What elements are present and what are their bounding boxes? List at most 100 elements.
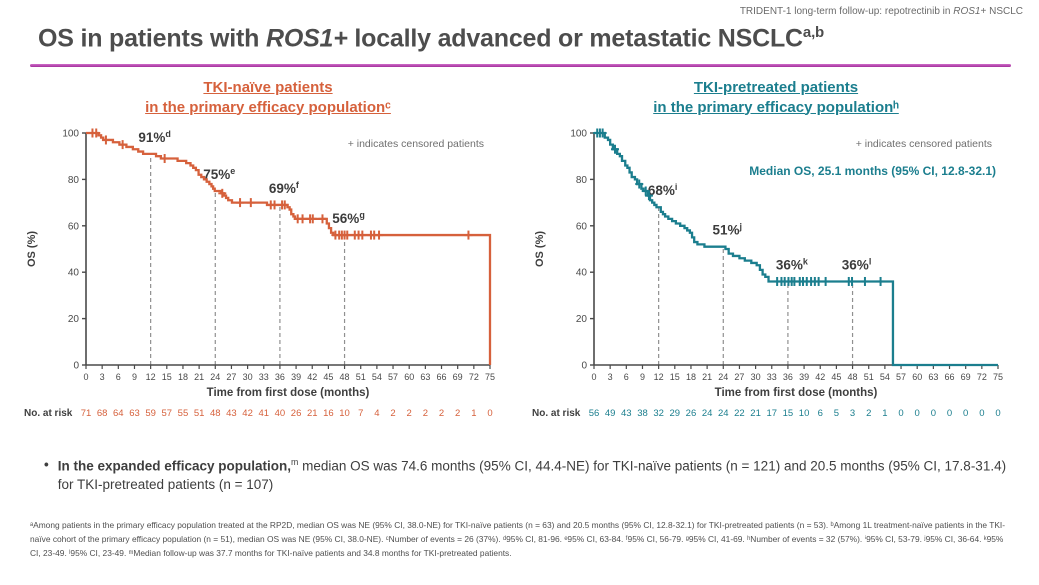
x-tick-label: 21 [702, 372, 712, 382]
x-tick-label: 60 [404, 372, 414, 382]
x-tick-label: 33 [259, 372, 269, 382]
footnotes: ᵃAmong patients in the primary efficacy … [30, 520, 1006, 559]
x-tick-label: 39 [291, 372, 301, 382]
x-tick-label: 9 [640, 372, 645, 382]
at-risk-value: 26 [291, 408, 302, 419]
running-header: TRIDENT-1 long-term follow-up: repotrect… [740, 6, 1023, 17]
km-curve [86, 131, 492, 365]
at-risk-value: 29 [670, 408, 681, 419]
at-risk-value: 0 [995, 408, 1000, 419]
x-tick-label: 9 [132, 372, 137, 382]
x-tick-label: 24 [210, 372, 220, 382]
title-prefix: OS in patients with [38, 24, 266, 53]
x-tick-label: 3 [100, 372, 105, 382]
at-risk-value: 2 [390, 408, 395, 419]
x-tick-label: 18 [686, 372, 696, 382]
summary-bullet: • In the expanded efficacy population,m … [44, 456, 1011, 495]
km-chart-tki-naive: 0 20 40 60 80 100 0 3 6 9 12 15 18 21 24 27 30 33 36 39 42 45… [22, 119, 514, 427]
landmark-label: 56%g [332, 210, 365, 226]
x-tick-label: 54 [880, 372, 890, 382]
at-risk-value: 1 [471, 408, 476, 419]
at-risk-value: 42 [242, 408, 253, 419]
at-risk-value: 43 [226, 408, 237, 419]
at-risk-value: 2 [455, 408, 460, 419]
bullet-marker: • [44, 457, 49, 472]
at-risk-value: 68 [97, 408, 108, 419]
at-risk-value: 4 [374, 408, 379, 419]
at-risk-value: 6 [818, 408, 823, 419]
bullet-footnote-marker: m [291, 457, 299, 467]
y-tick-label: 0 [581, 361, 587, 372]
x-tick-label: 39 [799, 372, 809, 382]
chart-title-line2: in the primary efficacy populationᶜ [145, 98, 391, 116]
x-tick-label: 54 [372, 372, 382, 382]
at-risk-value: 55 [178, 408, 189, 419]
charts-row: TKI-naïve patients in the primary effica… [22, 78, 1029, 427]
landmark-label: 69%f [269, 180, 300, 196]
x-tick-label: 36 [783, 372, 793, 382]
median-os-annotation: Median OS, 25.1 months (95% CI, 12.8-32.… [749, 164, 996, 178]
at-risk-value: 43 [621, 408, 632, 419]
at-risk-value: 2 [439, 408, 444, 419]
at-risk-value: 40 [275, 408, 286, 419]
at-risk-value: 1 [882, 408, 887, 419]
title-rest: locally advanced or metastatic NSCLC [347, 24, 803, 53]
at-risk-label: No. at risk [532, 408, 581, 419]
x-tick-label: 48 [848, 372, 858, 382]
at-risk-value: 41 [258, 408, 269, 419]
x-tick-label: 66 [945, 372, 955, 382]
x-tick-label: 0 [591, 372, 596, 382]
x-tick-label: 57 [896, 372, 906, 382]
x-axis-label: Time from first dose (months) [715, 387, 878, 399]
x-tick-label: 69 [961, 372, 971, 382]
landmark-label: 75%e [203, 166, 235, 182]
at-risk-value: 56 [589, 408, 600, 419]
x-tick-label: 42 [307, 372, 317, 382]
at-risk-value: 21 [307, 408, 318, 419]
at-risk-value: 5 [834, 408, 839, 419]
at-risk-value: 48 [210, 408, 221, 419]
y-tick-label: 20 [576, 314, 588, 325]
x-axis-label: Time from first dose (months) [207, 387, 370, 399]
y-axis-label: OS (%) [26, 231, 38, 267]
x-tick-label: 6 [116, 372, 121, 382]
x-tick-label: 12 [654, 372, 664, 382]
at-risk-value: 22 [734, 408, 745, 419]
y-tick-label: 100 [62, 129, 79, 140]
y-tick-label: 20 [68, 314, 80, 325]
at-risk-value: 24 [702, 408, 713, 419]
running-header-prefix: TRIDENT-1 long-term follow-up: repotrect… [739, 6, 954, 17]
x-tick-label: 57 [388, 372, 398, 382]
page-title: OS in patients with ROS1+ locally advanc… [38, 24, 824, 53]
x-tick-label: 48 [340, 372, 350, 382]
at-risk-value: 15 [783, 408, 794, 419]
x-tick-label: 63 [928, 372, 938, 382]
panel-tki-naive: TKI-naïve patients in the primary effica… [22, 78, 514, 427]
x-tick-label: 72 [977, 372, 987, 382]
at-risk-value: 2 [423, 408, 428, 419]
x-tick-label: 3 [608, 372, 613, 382]
chart-title-line1: TKI-naïve patients [203, 79, 333, 96]
x-tick-label: 0 [83, 372, 88, 382]
bullet-text: In the expanded efficacy population,m me… [58, 456, 1011, 495]
landmark-label: 36%l [842, 256, 872, 272]
censored-note: + indicates censored patients [348, 138, 484, 150]
title-underline [30, 64, 1011, 67]
at-risk-value: 57 [162, 408, 173, 419]
x-tick-label: 12 [146, 372, 156, 382]
at-risk-value: 17 [766, 408, 777, 419]
at-risk-value: 16 [323, 408, 334, 419]
landmark-label: 68%i [648, 182, 678, 198]
panel-tki-pretreated: TKI-pretreated patients in the primary e… [530, 78, 1022, 427]
x-tick-label: 42 [815, 372, 825, 382]
x-tick-label: 27 [734, 372, 744, 382]
at-risk-value: 3 [850, 408, 855, 419]
title-footnote-marker: a,b [802, 24, 824, 41]
km-curve [594, 131, 998, 367]
x-tick-label: 30 [243, 372, 253, 382]
bullet-rest: median OS was 74.6 months (95% CI, 44.4-… [57, 458, 1007, 493]
y-tick-label: 0 [73, 361, 79, 372]
at-risk-value: 0 [898, 408, 903, 419]
